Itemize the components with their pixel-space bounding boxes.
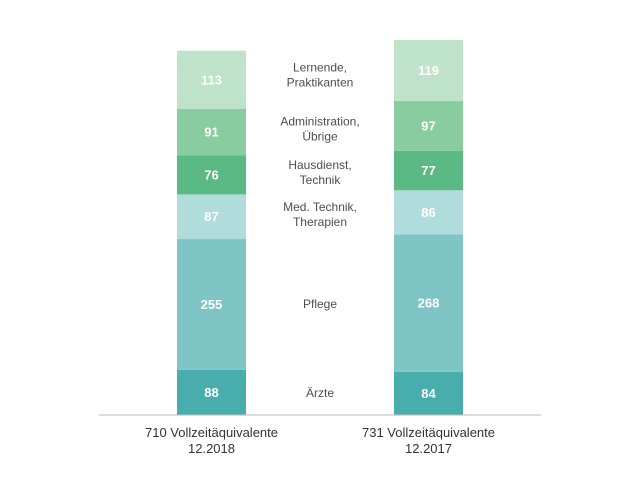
bar-segment <box>394 190 463 235</box>
x-tick-label: 710 Vollzeitäquivalente 12.2018 <box>145 425 278 456</box>
x-tick-label: 731 Vollzeitäquivalente 12.2017 <box>362 425 495 456</box>
bar-value-label: 119 <box>418 63 439 78</box>
series-label: Ärzte <box>306 386 334 400</box>
bar-value-label: 113 <box>201 72 222 87</box>
series-label: Administration, Übrige <box>280 115 359 144</box>
bar-value-label: 86 <box>421 205 435 220</box>
series-label: Pflege <box>303 297 337 311</box>
series-label: Lernende, Praktikanten <box>287 61 354 90</box>
x-axis-labels-group: 710 Vollzeitäquivalente 12.2018 731 Vollze… <box>145 425 495 456</box>
bar-segment <box>394 150 463 191</box>
bar-value-label: 97 <box>421 118 435 133</box>
bar-value-label: 91 <box>204 125 218 140</box>
bar-value-label: 76 <box>204 167 218 182</box>
series-labels-group: Ärzte Pflege Med. Technik, Therapien Hausdie… <box>280 61 359 400</box>
bar-segment <box>177 194 246 240</box>
bar-segment <box>177 369 246 415</box>
bar-value-label: 87 <box>204 209 218 224</box>
bar-segment <box>394 40 463 102</box>
bar-value-label: 84 <box>421 386 436 401</box>
series-label: Hausdienst, Technik <box>288 158 351 187</box>
bar-value-label: 255 <box>201 297 223 312</box>
series-label: Med. Technik, Therapien <box>283 200 357 229</box>
bar-segment <box>177 239 246 370</box>
bar-segment <box>177 108 246 156</box>
bar-segment <box>177 50 246 109</box>
bars-group: 88 84 255 268 87 86 76 77 91 97 113 119 <box>177 40 463 415</box>
bar-segment <box>394 371 463 415</box>
bar-value-label: 268 <box>418 296 440 311</box>
bar-value-label: 77 <box>421 163 435 178</box>
bar-segment <box>394 234 463 372</box>
bar-segment <box>394 101 463 151</box>
bar-segment <box>177 155 246 195</box>
bar-value-label: 88 <box>204 385 218 400</box>
